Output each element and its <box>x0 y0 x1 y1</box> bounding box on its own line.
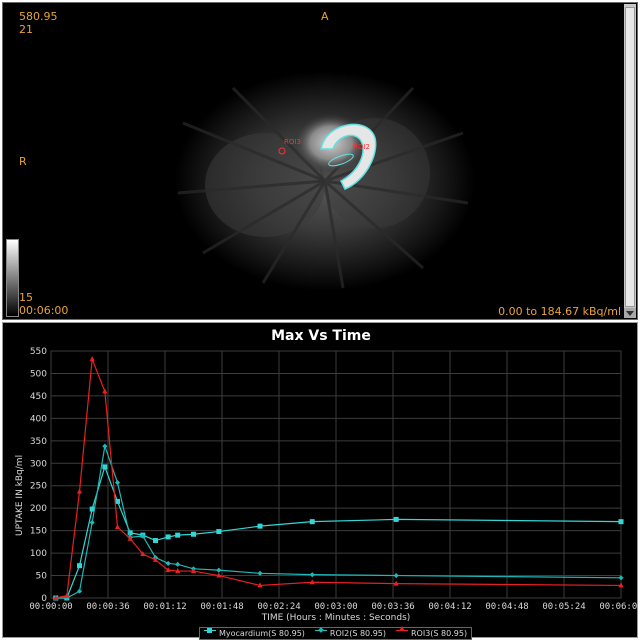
data-point-series-0 <box>393 516 399 522</box>
y-tick-label: 550 <box>30 347 47 357</box>
slice-number: 21 <box>19 23 33 36</box>
data-point-series-2 <box>190 568 197 574</box>
x-tick-label: 00:01:12 <box>143 602 186 612</box>
time-activity-chart: 0 50 100 150 200 250 300 350 400 450 500 550 00:00:… <box>2 322 638 640</box>
y-tick-label: 0 <box>41 594 47 604</box>
y-tick-label: 250 <box>30 482 47 492</box>
roi2-label: ROI2 <box>353 143 370 151</box>
slice-position: 580.95 <box>19 10 58 23</box>
data-point-series-2 <box>175 568 181 574</box>
x-tick-label: 00:04:48 <box>485 602 528 612</box>
grayscale-colorbar <box>6 239 19 317</box>
x-tick-label: 00:06:00 <box>599 602 637 612</box>
data-point-series-2 <box>76 488 83 494</box>
x-tick-label: 00:05:24 <box>542 602 585 612</box>
chart-canvas: 0 50 100 150 200 250 300 350 400 450 500 550 00:00:… <box>15 347 637 623</box>
x-tick-label: 00:03:36 <box>371 602 414 612</box>
orientation-right: R <box>19 155 27 168</box>
data-point-series-0 <box>165 534 171 540</box>
data-point-series-0 <box>77 563 82 569</box>
legend-item-roi2: ROI2(S 80.95) <box>314 627 386 638</box>
y-axis-label: UPTAKE IN kBq/ml <box>15 455 25 536</box>
legend-swatch-triangle-icon <box>396 626 408 637</box>
data-point-series-2 <box>152 556 159 562</box>
data-point-series-0 <box>309 519 315 525</box>
x-tick-label: 00:03:00 <box>314 602 357 612</box>
x-tick-label: 00:00:00 <box>29 602 72 612</box>
data-point-series-0 <box>257 523 263 529</box>
y-tick-label: 150 <box>30 527 47 537</box>
legend-swatch-diamond-icon <box>314 627 327 637</box>
roi3-marker[interactable] <box>278 147 286 155</box>
data-point-series-2 <box>53 595 59 600</box>
legend-label: ROI3(S 80.95) <box>411 629 468 638</box>
orientation-anterior: A <box>321 10 329 23</box>
x-axis-label: TIME (Hours : Minutes : Seconds) <box>261 613 411 623</box>
frame-info: 15 00:06:00 <box>19 291 68 317</box>
data-point-series-2 <box>102 388 108 394</box>
y-tick-label: 500 <box>30 369 47 379</box>
y-tick-label: 350 <box>30 437 47 447</box>
data-point-series-0 <box>115 498 120 504</box>
data-point-series-2 <box>64 592 70 598</box>
data-point-series-1 <box>216 567 222 573</box>
x-tick-label: 00:00:36 <box>86 602 129 612</box>
data-point-series-2 <box>127 535 133 541</box>
data-point-series-2 <box>89 356 95 362</box>
data-point-series-0 <box>175 532 181 538</box>
data-point-series-0 <box>102 464 108 470</box>
data-point-series-0 <box>153 538 158 544</box>
x-tick-label: 00:04:12 <box>428 602 471 612</box>
x-tick-label: 00:02:24 <box>257 602 300 612</box>
roi2-contour[interactable] <box>320 123 377 190</box>
window-range: 0.00 to 184.67 kBq/ml <box>498 305 621 318</box>
data-point-series-1 <box>114 480 121 486</box>
y-tick-label: 100 <box>30 549 47 559</box>
frame-number: 15 <box>19 291 33 304</box>
data-point-series-0 <box>216 529 222 535</box>
data-point-series-0 <box>127 530 133 536</box>
data-point-series-0 <box>618 519 624 525</box>
legend-item-roi3: ROI3(S 80.95) <box>396 626 468 638</box>
data-point-series-2 <box>165 567 171 573</box>
chart-legend: Myocardium(S 80.95) ROI2(S 80.95) ROI3(S… <box>199 626 473 640</box>
y-tick-label: 450 <box>30 392 47 402</box>
data-point-series-2 <box>114 524 121 530</box>
y-tick-label: 200 <box>30 504 47 514</box>
frame-time: 00:06:00 <box>19 304 69 317</box>
y-tick-label: 400 <box>30 414 47 424</box>
y-tick-label: 300 <box>30 459 47 469</box>
data-point-series-2 <box>140 550 146 556</box>
legend-label: Myocardium(S 80.95) <box>219 629 305 638</box>
scrollbar-thumb[interactable] <box>625 7 635 307</box>
roi3-label: ROI3 <box>284 138 301 146</box>
y-tick-label: 50 <box>36 572 48 582</box>
data-point-series-0 <box>191 531 196 537</box>
image-viewport[interactable]: 580.95 21 A R 15 00:06:00 0.00 to 184.67… <box>2 2 638 320</box>
data-point-series-2 <box>257 582 263 588</box>
chart-title: Max Vs Time <box>271 328 371 344</box>
data-point-series-2 <box>309 579 315 585</box>
legend-item-myocardium: Myocardium(S 80.95) <box>204 628 305 638</box>
data-point-series-0 <box>89 506 95 512</box>
legend-label: ROI2(S 80.95) <box>329 629 386 638</box>
data-point-series-2 <box>393 580 399 586</box>
data-point-series-2 <box>216 572 222 578</box>
legend-swatch-square-icon <box>204 628 216 637</box>
data-point-series-1 <box>89 520 95 526</box>
data-point-series-2 <box>618 582 624 588</box>
scroll-down-arrow-icon[interactable] <box>624 308 636 318</box>
pet-slice-image <box>175 71 475 291</box>
slice-info: 580.95 21 <box>19 10 58 36</box>
x-tick-label: 00:01:48 <box>200 602 243 612</box>
roi2-inner-contour[interactable] <box>327 152 354 168</box>
